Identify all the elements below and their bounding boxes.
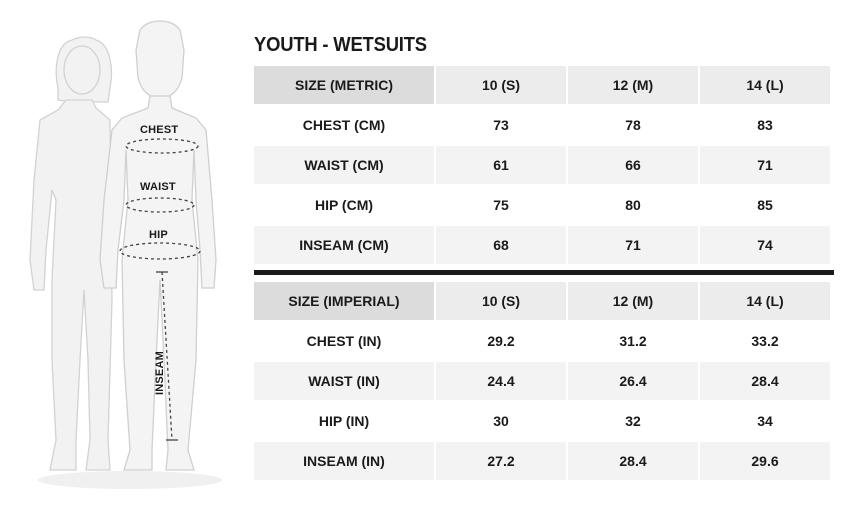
table-cell: 68 [436,226,566,266]
table-cell: 71 [700,146,830,186]
hip-label: HIP [149,229,168,241]
measurement-guides [119,138,201,441]
row-label: HIP (IN) [254,402,434,442]
table-cell: 74 [700,226,830,266]
table-cell: 66 [568,146,698,186]
row-label: INSEAM (IN) [254,442,434,482]
table-cell: 29.6 [700,442,830,482]
table-cell: 28.4 [700,362,830,402]
table-row: WAIST (IN) 24.4 26.4 28.4 [254,362,830,402]
table-cell: 83 [700,106,830,146]
metric-header-row: SIZE (METRIC) 10 (S) 12 (M) 14 (L) [254,66,830,106]
table-cell: 61 [436,146,566,186]
body-measurement-figure: CHEST WAIST HIP INSEAM [0,0,250,510]
table-cell: 29.2 [436,322,566,362]
chest-label: CHEST [140,124,178,136]
metric-header-cell: 12 (M) [568,66,698,106]
table-cell: 73 [436,106,566,146]
imperial-header-cell: 14 (L) [700,282,830,322]
table-cell: 32 [568,402,698,442]
table-row: CHEST (IN) 29.2 31.2 33.2 [254,322,830,362]
table-row: HIP (IN) 30 32 34 [254,402,830,442]
table-cell: 80 [568,186,698,226]
table-row: INSEAM (CM) 68 71 74 [254,226,830,266]
metric-header-cell: 10 (S) [436,66,566,106]
table-row: WAIST (CM) 61 66 71 [254,146,830,186]
table-cell: 24.4 [436,362,566,402]
imperial-header-cell: 10 (S) [436,282,566,322]
metric-header-cell: SIZE (METRIC) [254,66,434,106]
table-cell: 33.2 [700,322,830,362]
child-body-icon: CHEST WAIST HIP INSEAM [29,20,222,489]
table-cell: 75 [436,186,566,226]
table-row: HIP (CM) 75 80 85 [254,186,830,226]
table-cell: 34 [700,402,830,442]
inseam-label: INSEAM [154,351,166,395]
row-label: CHEST (IN) [254,322,434,362]
girl-figure-icon [29,36,113,471]
table-cell: 71 [568,226,698,266]
imperial-header-cell: SIZE (IMPERIAL) [254,282,434,322]
table-cell: 30 [436,402,566,442]
table-cell: 27.2 [436,442,566,482]
imperial-header-cell: 12 (M) [568,282,698,322]
row-label: WAIST (CM) [254,146,434,186]
table-cell: 85 [700,186,830,226]
row-label: CHEST (CM) [254,106,434,146]
row-label: WAIST (IN) [254,362,434,402]
row-label: INSEAM (CM) [254,226,434,266]
row-label: HIP (CM) [254,186,434,226]
metric-header-cell: 14 (L) [700,66,830,106]
imperial-header-row: SIZE (IMPERIAL) 10 (S) 12 (M) 14 (L) [254,282,830,322]
section-divider [254,270,834,275]
table-cell: 78 [568,106,698,146]
metric-size-table: SIZE (METRIC) 10 (S) 12 (M) 14 (L) CHEST… [252,66,832,266]
table-cell: 28.4 [568,442,698,482]
table-cell: 26.4 [568,362,698,402]
table-row: CHEST (CM) 73 78 83 [254,106,830,146]
boy-figure-icon [99,20,217,471]
table-row: INSEAM (IN) 27.2 28.4 29.6 [254,442,830,482]
table-cell: 31.2 [568,322,698,362]
imperial-size-table: SIZE (IMPERIAL) 10 (S) 12 (M) 14 (L) CHE… [252,282,832,482]
waist-label: WAIST [140,181,176,193]
page-title: YOUTH - WETSUITS [254,34,427,56]
